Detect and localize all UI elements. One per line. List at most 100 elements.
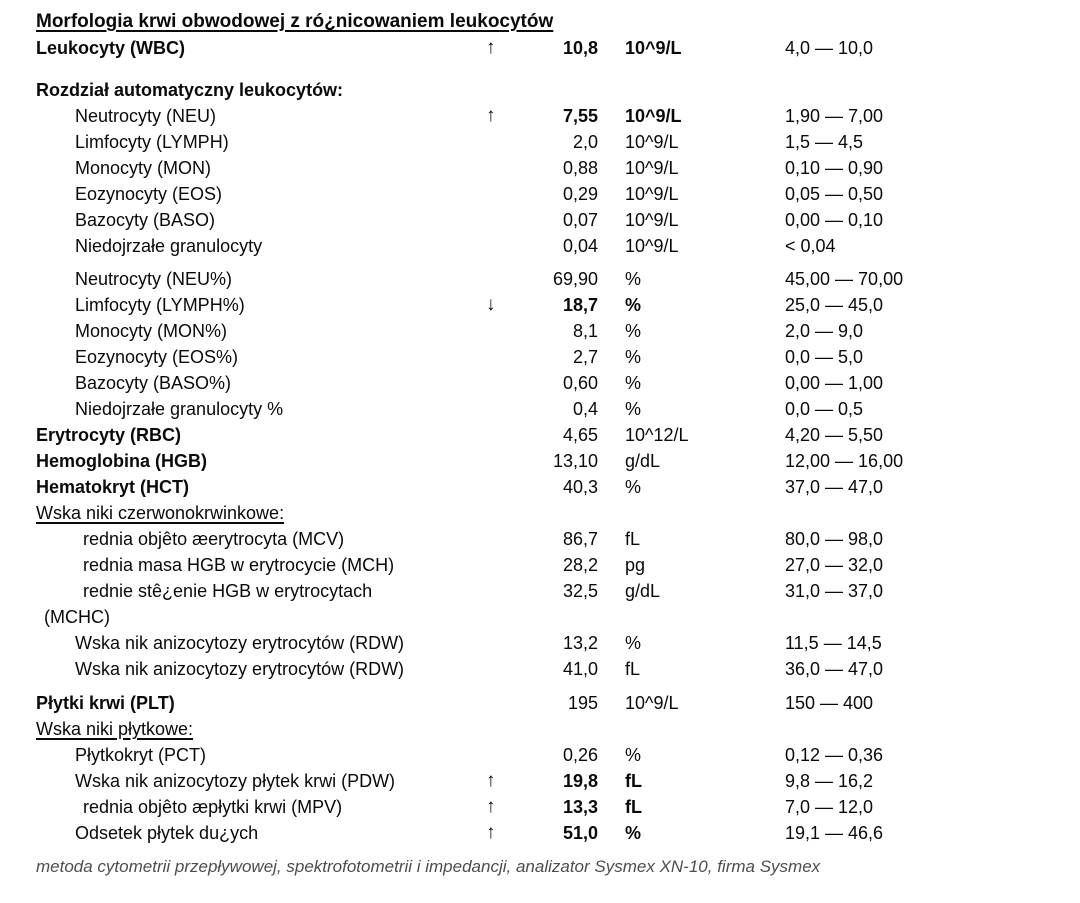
parameter-name: Wska nik anizocytozy erytrocytów (RDW) [75, 659, 405, 679]
reference-range [785, 716, 1060, 742]
lab-result-row: Niedojrzałe granulocyty % 0,4% 0,0 — 0,5 [36, 396, 1060, 422]
lab-result-row: Eozynocyty (EOS) 0,29 10^9/L 0,05 — 0,50 [36, 181, 1060, 207]
flag-placeholder [486, 344, 510, 370]
result-value: 2,7 [572, 347, 598, 367]
reference-range: 27,0 — 32,0 [785, 555, 884, 575]
lab-result-row: Leukocyty (WBC) ↑ 10,8 10^9/L 4,0 — 10,0 [36, 35, 1060, 61]
flag-placeholder [486, 155, 510, 181]
result-value: 0,07 [562, 210, 598, 230]
result-value: 28,2 [562, 555, 598, 575]
parameter-name: Monocyty (MON) [75, 158, 212, 178]
flag-placeholder [486, 181, 510, 207]
flag-placeholder [486, 77, 510, 103]
reference-range: 12,00 — 16,00 [785, 451, 904, 471]
result-value: 19,8 [562, 771, 598, 791]
parameter-name: Niedojrzałe granulocyty % [75, 399, 284, 419]
flag-placeholder [486, 474, 510, 500]
reference-range: 7,0 — 12,0 [785, 797, 874, 817]
parameter-name: Wska niki czerwonokrwinkowe: [36, 503, 285, 523]
lab-result-row: Bazocyty (BASO%) 0,60% 0,00 — 1,00 [36, 370, 1060, 396]
result-unit: % [625, 269, 642, 289]
result-value: 13,10 [552, 451, 598, 471]
lab-result-row: Eozynocyty (EOS%) 2,7% 0,0 — 5,0 [36, 344, 1060, 370]
result-unit: fL [625, 659, 641, 679]
result-unit [598, 77, 785, 103]
reference-range: 19,1 — 46,6 [785, 823, 884, 843]
parameter-name: Neutrocyty (NEU%) [75, 269, 233, 289]
result-unit: % [625, 823, 642, 843]
result-unit: fL [625, 529, 641, 549]
result-value: 69,90 [552, 269, 598, 289]
flag-placeholder [486, 370, 510, 396]
reference-range [785, 77, 1060, 103]
reference-range: 9,8 — 16,2 [785, 771, 874, 791]
result-unit: fL [625, 797, 642, 817]
flag-placeholder [486, 526, 510, 552]
results-table: Leukocyty (WBC) ↑ 10,8 10^9/L 4,0 — 10,0 Rozd… [36, 35, 1060, 846]
parameter-name: rednia objêto æerytrocyta (MCV) [83, 529, 345, 549]
lab-result-row: Neutrocyty (NEU%) 69,90% 45,00 — 70,00 [36, 266, 1060, 292]
reference-range: 80,0 — 98,0 [785, 529, 884, 549]
flag-placeholder [486, 716, 510, 742]
result-value: 51,0 [562, 823, 598, 843]
result-value: 18,7 [562, 295, 598, 315]
reference-range: 25,0 — 45,0 [785, 295, 884, 315]
result-unit [598, 500, 785, 526]
lab-result-row: Monocyty (MON) 0,88 10^9/L 0,10 — 0,90 [36, 155, 1060, 181]
result-value [510, 77, 598, 103]
parameter-name: Wska nik anizocytozy płytek krwi (PDW) [75, 771, 396, 791]
flag-placeholder [486, 318, 510, 344]
lab-result-row: Odsetek płytek du¿ych ↑ 51,0% 19,1 — 46,6 [36, 820, 1060, 846]
method-note: metoda cytometrii przepływowej, spektrof… [36, 857, 821, 876]
parameter-name: (MCHC) [44, 607, 110, 627]
reference-range: 0,0 — 0,5 [785, 399, 864, 419]
reference-range: 0,00 — 1,00 [785, 373, 884, 393]
flag-placeholder [486, 552, 510, 578]
result-value: 8,1 [572, 321, 598, 341]
parameter-name: Rozdział automatyczny leukocytów: [36, 80, 344, 100]
parameter-name: rednia objêto æpłytki krwi (MPV) [83, 797, 343, 817]
flag-placeholder [486, 500, 510, 526]
result-value: 41,0 [562, 659, 598, 679]
arrow-down-icon: ↓ [486, 294, 496, 315]
result-unit: % [625, 477, 642, 497]
reference-range: 0,00 — 0,10 [785, 210, 884, 230]
result-unit: 10^9/L [625, 158, 679, 178]
reference-range: 31,0 — 37,0 [785, 581, 884, 601]
result-value: 195 [567, 693, 598, 713]
lab-result-row: Płytkokryt (PCT) 0,26% 0,12 — 0,36 [36, 742, 1060, 768]
parameter-name: Bazocyty (BASO%) [75, 373, 232, 393]
parameter-name: Odsetek płytek du¿ych [75, 823, 259, 843]
reference-range: 36,0 — 47,0 [785, 659, 884, 679]
reference-range: 1,5 — 4,5 [785, 132, 864, 152]
reference-range: 1,90 — 7,00 [785, 106, 884, 126]
lab-result-row: Płytki krwi (PLT) 195 10^9/L 150 — 400 [36, 690, 1060, 716]
result-unit: fL [625, 771, 642, 791]
reference-range: 0,05 — 0,50 [785, 184, 884, 204]
result-unit [598, 604, 785, 630]
flag-placeholder [486, 690, 510, 716]
reference-range: 0,12 — 0,36 [785, 745, 884, 765]
lab-result-row: Hematokryt (HCT) 40,3% 37,0 — 47,0 [36, 474, 1060, 500]
result-unit: pg [625, 555, 646, 575]
reference-range: 45,00 — 70,00 [785, 269, 904, 289]
reference-range: 2,0 — 9,0 [785, 321, 864, 341]
result-value: 2,0 [572, 132, 598, 152]
arrow-up-icon: ↑ [486, 105, 496, 126]
result-value: 32,5 [562, 581, 598, 601]
lab-result-row: Monocyty (MON%) 8,1% 2,0 — 9,0 [36, 318, 1060, 344]
parameter-name: Bazocyty (BASO) [75, 210, 216, 230]
result-value: 0,04 [562, 236, 598, 256]
result-unit: 10^9/L [625, 236, 679, 256]
lab-result-row: rednia masa HGB w erytrocycie (MCH) 28,2 p… [36, 552, 1060, 578]
flag-placeholder [486, 207, 510, 233]
result-unit: 10^9/L [625, 210, 679, 230]
flag-placeholder [486, 578, 510, 604]
lab-result-row: Wska nik anizocytozy erytrocytów (RDW) 41… [36, 656, 1060, 682]
reference-range: 4,0 — 10,0 [785, 38, 874, 58]
reference-range: 150 — 400 [785, 693, 874, 713]
result-unit: % [625, 373, 642, 393]
parameter-name: Limfocyty (LYMPH%) [75, 295, 245, 315]
result-unit: 10^12/L [625, 425, 689, 445]
reference-range: 4,20 — 5,50 [785, 425, 884, 445]
